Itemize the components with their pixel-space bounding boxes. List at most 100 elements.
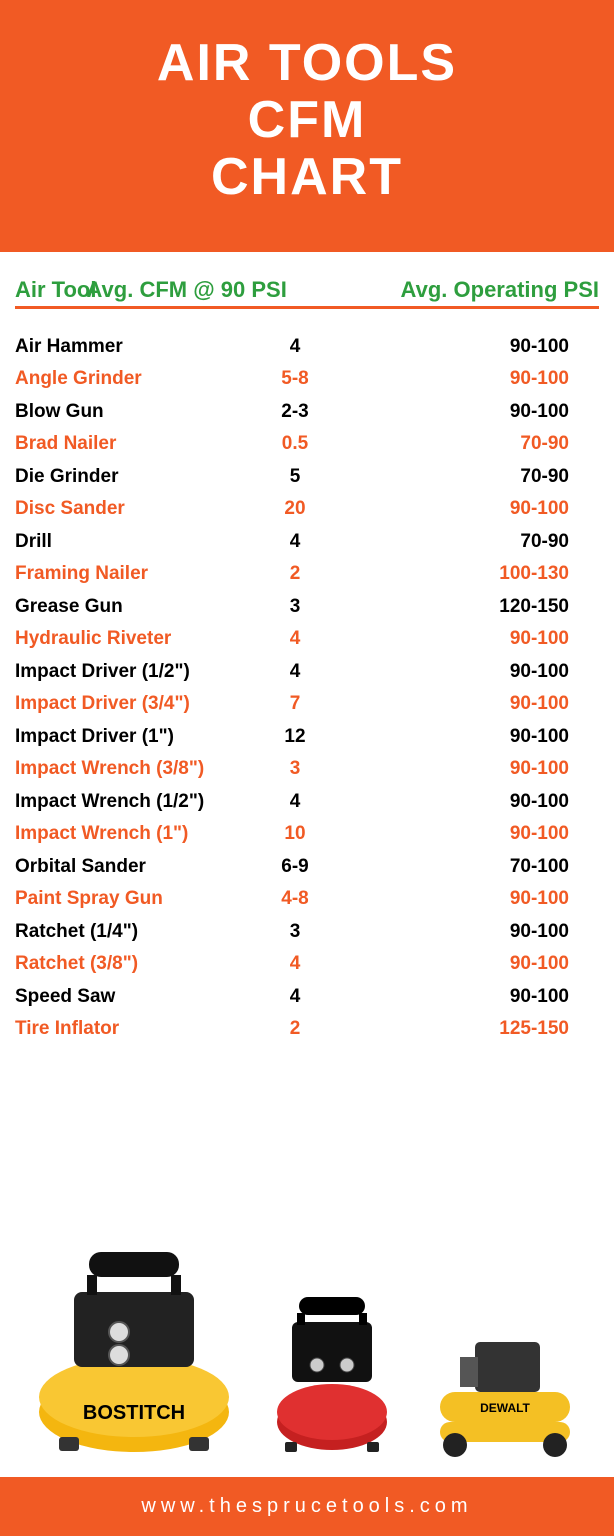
cell-tool: Ratchet (1/4") [15,918,235,947]
title-line-2: CFM [20,92,594,149]
cell-psi: 70-100 [355,853,599,882]
table-row: Ratchet (1/4")390-100 [15,916,599,949]
cell-cfm: 5 [235,463,355,492]
cell-tool: Drill [15,528,235,557]
table-row: Ratchet (3/8")490-100 [15,948,599,981]
cell-cfm: 12 [235,723,355,752]
cell-psi: 90-100 [355,365,599,394]
col-header-cfm: Avg. CFM @ 90 PSI [86,277,286,302]
cell-tool: Impact Wrench (1") [15,820,235,849]
cell-psi: 125-150 [355,1015,599,1044]
table-row: Framing Nailer2100-130 [15,558,599,591]
cell-psi: 90-100 [355,690,599,719]
cell-tool: Air Hammer [15,333,235,362]
cell-tool: Ratchet (3/8") [15,950,235,979]
cell-tool: Hydraulic Riveter [15,625,235,654]
cell-tool: Speed Saw [15,983,235,1012]
table-row: Brad Nailer0.570-90 [15,428,599,461]
table-row: Orbital Sander6-970-100 [15,851,599,884]
dewalt-label: DEWALT [480,1401,530,1415]
table-row: Blow Gun2-390-100 [15,396,599,429]
cell-cfm: 5-8 [235,365,355,394]
cell-psi: 90-100 [355,788,599,817]
cell-tool: Impact Driver (1/2") [15,658,235,687]
table-body: Air Hammer490-100Angle Grinder5-890-100B… [15,331,599,1046]
table-row: Impact Driver (1/2")490-100 [15,656,599,689]
table-row: Disc Sander2090-100 [15,493,599,526]
table-row: Impact Wrench (1/2")490-100 [15,786,599,819]
cell-cfm: 20 [235,495,355,524]
cell-tool: Tire Inflator [15,1015,235,1044]
cell-tool: Impact Wrench (3/8") [15,755,235,784]
cell-tool: Paint Spray Gun [15,885,235,914]
cell-cfm: 6-9 [235,853,355,882]
cell-psi: 120-150 [355,593,599,622]
table-row: Impact Wrench (1")1090-100 [15,818,599,851]
cell-tool: Brad Nailer [15,430,235,459]
table-header-row: Air Tool Avg. CFM @ 90 PSI Avg. Operatin… [15,277,599,309]
cell-psi: 100-130 [355,560,599,589]
cell-cfm: 10 [235,820,355,849]
table-row: Paint Spray Gun4-890-100 [15,883,599,916]
cell-cfm: 7 [235,690,355,719]
cell-tool: Angle Grinder [15,365,235,394]
cell-cfm: 3 [235,918,355,947]
cell-cfm: 0.5 [235,430,355,459]
cell-psi: 90-100 [355,950,599,979]
compressor-dewalt: DEWALT [425,1317,585,1457]
cell-psi: 70-90 [355,528,599,557]
cell-psi: 70-90 [355,430,599,459]
table-row: Impact Driver (3/4")790-100 [15,688,599,721]
cell-cfm: 4-8 [235,885,355,914]
cell-tool: Impact Driver (3/4") [15,690,235,719]
cell-cfm: 4 [235,625,355,654]
cell-psi: 90-100 [355,495,599,524]
title-banner: AIR TOOLS CFM CHART [0,0,614,252]
cell-tool: Blow Gun [15,398,235,427]
cell-psi: 90-100 [355,398,599,427]
cell-psi: 90-100 [355,983,599,1012]
cell-cfm: 4 [235,333,355,362]
title-line-1: AIR TOOLS [20,35,594,92]
cell-tool: Die Grinder [15,463,235,492]
cell-psi: 70-90 [355,463,599,492]
col-header-psi: Avg. Operating PSI [401,277,599,302]
table-row: Die Grinder570-90 [15,461,599,494]
table-row: Impact Driver (1")1290-100 [15,721,599,754]
bostitch-label: BOSTITCH [83,1402,185,1424]
table-row: Impact Wrench (3/8")390-100 [15,753,599,786]
cell-tool: Grease Gun [15,593,235,622]
cell-cfm: 2-3 [235,398,355,427]
cell-psi: 90-100 [355,918,599,947]
cell-psi: 90-100 [355,885,599,914]
col-header-tool: Air Tool [15,277,96,302]
table-row: Drill470-90 [15,526,599,559]
cell-cfm: 3 [235,593,355,622]
cell-tool: Orbital Sander [15,853,235,882]
cell-cfm: 4 [235,983,355,1012]
cell-tool: Impact Wrench (1/2") [15,788,235,817]
cell-psi: 90-100 [355,625,599,654]
cell-psi: 90-100 [355,723,599,752]
cfm-table: Air Tool Avg. CFM @ 90 PSI Avg. Operatin… [0,252,614,1217]
compressor-images: BOSTITCH DEWALT [0,1217,614,1477]
cell-psi: 90-100 [355,755,599,784]
cell-tool: Disc Sander [15,495,235,524]
table-row: Air Hammer490-100 [15,331,599,364]
cell-cfm: 4 [235,950,355,979]
table-row: Grease Gun3120-150 [15,591,599,624]
footer-url: www.thesprucetools.com [0,1477,614,1536]
table-row: Hydraulic Riveter490-100 [15,623,599,656]
cell-psi: 90-100 [355,658,599,687]
cell-cfm: 3 [235,755,355,784]
cell-cfm: 4 [235,528,355,557]
cell-cfm: 4 [235,658,355,687]
compressor-bostitch: BOSTITCH [29,1237,239,1457]
table-row: Angle Grinder5-890-100 [15,363,599,396]
title-line-3: CHART [20,149,594,206]
compressor-red [257,1287,407,1457]
cell-cfm: 2 [235,560,355,589]
table-row: Speed Saw490-100 [15,981,599,1014]
cell-tool: Impact Driver (1") [15,723,235,752]
cell-cfm: 4 [235,788,355,817]
